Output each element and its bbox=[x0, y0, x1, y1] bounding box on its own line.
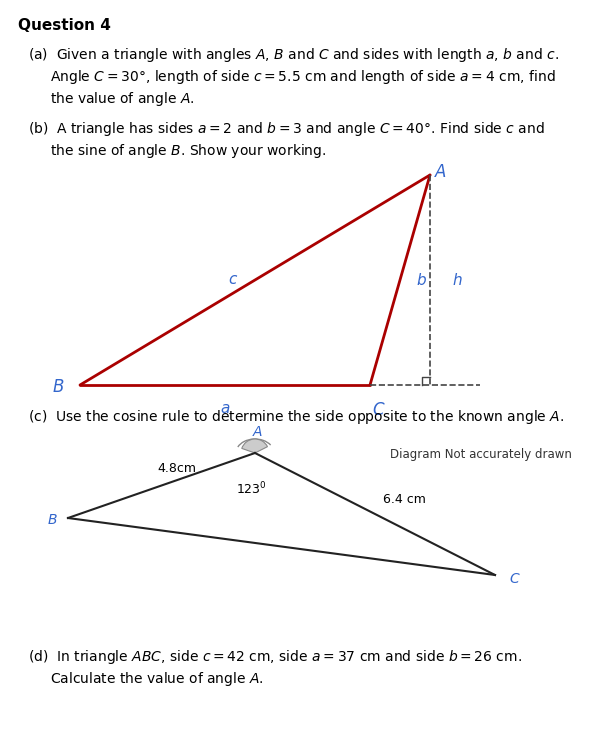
Text: Calculate the value of angle $A$.: Calculate the value of angle $A$. bbox=[50, 670, 264, 688]
Text: $A$: $A$ bbox=[253, 425, 264, 439]
Text: $A$: $A$ bbox=[434, 163, 447, 181]
Text: the sine of angle $B$. Show your working.: the sine of angle $B$. Show your working… bbox=[50, 142, 326, 160]
Text: Angle $C = 30°$, length of side $c = 5.5$ cm and length of side $a = 4$ cm, find: Angle $C = 30°$, length of side $c = 5.5… bbox=[50, 68, 556, 86]
Text: $b$: $b$ bbox=[416, 272, 427, 288]
Text: $a$: $a$ bbox=[220, 401, 230, 416]
Text: Question 4: Question 4 bbox=[18, 18, 111, 33]
Text: (c)  Use the cosine rule to determine the side opposite to the known angle $A$.: (c) Use the cosine rule to determine the… bbox=[28, 408, 564, 426]
Text: $c$: $c$ bbox=[228, 272, 238, 288]
Text: 4.8cm: 4.8cm bbox=[157, 463, 196, 476]
Text: (a)  Given a triangle with angles $A$, $B$ and $C$ and sides with length $a$, $b: (a) Given a triangle with angles $A$, $B… bbox=[28, 46, 559, 64]
Text: $B$: $B$ bbox=[52, 378, 64, 396]
Wedge shape bbox=[242, 439, 267, 453]
Text: the value of angle $A$.: the value of angle $A$. bbox=[50, 90, 195, 108]
Text: $C$: $C$ bbox=[372, 401, 385, 419]
Text: $B$: $B$ bbox=[47, 513, 57, 527]
Text: (d)  In triangle $ABC$, side $c = 42$ cm, side $a = 37$ cm and side $b = 26$ cm.: (d) In triangle $ABC$, side $c = 42$ cm,… bbox=[28, 648, 522, 666]
Text: $C$: $C$ bbox=[509, 572, 520, 586]
Text: 6.4 cm: 6.4 cm bbox=[383, 493, 426, 506]
Text: $123^0$: $123^0$ bbox=[235, 481, 267, 498]
Text: Diagram Not accurately drawn: Diagram Not accurately drawn bbox=[390, 448, 572, 461]
Text: $h$: $h$ bbox=[452, 272, 463, 288]
Text: (b)  A triangle has sides $a = 2$ and $b = 3$ and angle $C = 40°$. Find side $c$: (b) A triangle has sides $a = 2$ and $b … bbox=[28, 120, 545, 138]
